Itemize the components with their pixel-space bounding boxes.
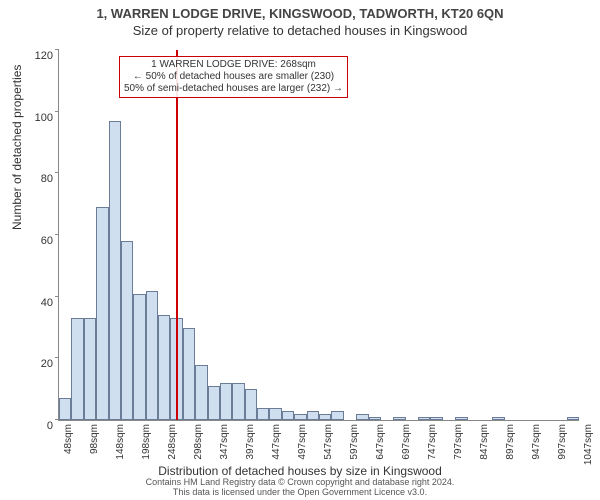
chart-plot-area: 02040608010012048sqm98sqm148sqm198sqm248… xyxy=(58,50,579,421)
histogram-bar xyxy=(455,417,467,420)
y-tick-label: 100 xyxy=(23,112,53,124)
reference-line xyxy=(176,50,178,420)
chart-title-address: 1, WARREN LODGE DRIVE, KINGSWOOD, TADWOR… xyxy=(0,0,600,21)
histogram-bar xyxy=(319,414,331,420)
annotation-line: 1 WARREN LODGE DRIVE: 268sqm xyxy=(124,59,343,71)
y-tick-label: 40 xyxy=(23,297,53,309)
y-tick-label: 120 xyxy=(23,50,53,62)
histogram-bar xyxy=(220,383,232,420)
histogram-bar xyxy=(257,408,269,420)
footer-line2: This data is licensed under the Open Gov… xyxy=(0,488,600,498)
histogram-bar xyxy=(232,383,244,420)
histogram-bar xyxy=(146,291,158,421)
histogram-bar xyxy=(158,315,170,420)
annotation-box: 1 WARREN LODGE DRIVE: 268sqm← 50% of det… xyxy=(119,56,348,98)
histogram-bar xyxy=(282,411,294,420)
y-tick-label: 80 xyxy=(23,173,53,185)
histogram-bar xyxy=(356,414,368,420)
histogram-bar xyxy=(96,207,108,420)
histogram-bar xyxy=(418,417,430,420)
histogram-bar xyxy=(59,398,71,420)
histogram-bar xyxy=(183,328,195,421)
histogram-bar xyxy=(492,417,504,420)
histogram-bar xyxy=(294,414,306,420)
histogram-bar xyxy=(208,386,220,420)
annotation-line: ← 50% of detached houses are smaller (23… xyxy=(124,71,343,83)
histogram-bar xyxy=(109,121,121,420)
histogram-bar xyxy=(195,365,207,421)
histogram-bar xyxy=(245,389,257,420)
y-tick-label: 0 xyxy=(23,420,53,432)
histogram-bar xyxy=(133,294,145,420)
annotation-line: 50% of semi-detached houses are larger (… xyxy=(124,83,343,95)
histogram-bar xyxy=(71,318,83,420)
histogram-bar xyxy=(84,318,96,420)
chart-subtitle: Size of property relative to detached ho… xyxy=(0,21,600,38)
x-axis-label: Distribution of detached houses by size … xyxy=(0,464,600,478)
histogram-bar xyxy=(307,411,319,420)
chart-footer: Contains HM Land Registry data © Crown c… xyxy=(0,478,600,498)
y-axis-label: Number of detached properties xyxy=(10,65,24,230)
histogram-bar xyxy=(567,417,579,420)
histogram-bar xyxy=(393,417,405,420)
histogram-bar xyxy=(331,411,343,420)
y-tick-label: 20 xyxy=(23,358,53,370)
histogram-bar xyxy=(430,417,442,420)
histogram-bar xyxy=(369,417,381,420)
histogram-bar xyxy=(269,408,281,420)
y-tick-label: 60 xyxy=(23,235,53,247)
histogram-bar xyxy=(121,241,133,420)
